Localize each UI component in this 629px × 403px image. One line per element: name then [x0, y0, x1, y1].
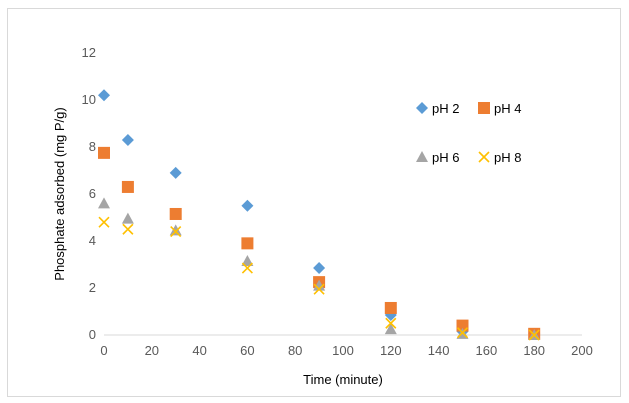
data-point-ph-4 — [98, 146, 110, 159]
y-tick-label: 0 — [89, 327, 96, 342]
data-point-ph-2 — [169, 166, 182, 179]
x-tick-label: 80 — [288, 343, 302, 358]
y-tick-label: 6 — [89, 186, 96, 201]
data-points — [98, 89, 541, 341]
y-tick-label: 10 — [82, 92, 96, 107]
y-axis-title: Phosphate adsorbed (mg P/g) — [52, 107, 67, 280]
data-point-ph-2 — [241, 199, 254, 212]
legend-label-ph-2: pH 2 — [432, 101, 459, 116]
data-point-ph-8 — [456, 327, 469, 339]
legend-marker-ph-8 — [478, 151, 490, 163]
data-point-ph-4 — [241, 237, 254, 250]
x-tick-label: 120 — [380, 343, 402, 358]
legend-item-ph-4: pH 4 — [478, 101, 521, 116]
scatter-plot: 0 20 40 60 80 100 120 140 160 180 200 0 2 4 6 8 10 12 pH … — [52, 45, 593, 387]
data-point-ph-8 — [385, 317, 397, 329]
legend-label-ph-6: pH 6 — [432, 150, 459, 165]
data-point-ph-6 — [121, 212, 134, 224]
y-tick-label: 12 — [82, 45, 96, 60]
series-ph-8 — [98, 216, 540, 341]
tick-labels: 0 20 40 60 80 100 120 140 160 180 200 0 2 4 6 8 10 12 — [82, 45, 593, 358]
data-point-ph-4 — [384, 301, 397, 314]
chart-area: 0 20 40 60 80 100 120 140 160 180 200 0 2 4 6 8 10 12 pH … — [7, 8, 621, 397]
data-point-ph-8 — [170, 226, 182, 238]
data-point-ph-2 — [121, 133, 134, 146]
data-point-ph-4 — [169, 207, 182, 220]
legend-marker-ph-2 — [416, 102, 428, 114]
data-point-ph-8 — [313, 283, 325, 295]
series-ph-2 — [98, 89, 541, 340]
data-point-ph-4 — [121, 180, 134, 193]
x-tick-label: 0 — [100, 343, 107, 358]
data-point-ph-6 — [98, 197, 110, 209]
data-point-ph-6 — [384, 323, 397, 335]
legend-marker-ph-6 — [416, 151, 428, 162]
legend-marker-ph-4 — [478, 102, 490, 114]
legend-item-ph-2: pH 2 — [416, 101, 459, 116]
series-ph-4 — [98, 146, 541, 340]
x-axis-title: Time (minute) — [303, 372, 383, 387]
data-point-ph-8 — [122, 223, 134, 235]
data-point-ph-6 — [241, 254, 254, 266]
legend-label-ph-4: pH 4 — [494, 101, 521, 116]
legend-label-ph-8: pH 8 — [494, 150, 521, 165]
x-tick-label: 160 — [476, 343, 498, 358]
x-tick-label: 140 — [428, 343, 450, 358]
data-point-ph-6 — [169, 224, 182, 236]
y-tick-label: 2 — [89, 280, 96, 295]
y-tick-label: 8 — [89, 139, 96, 154]
data-point-ph-8 — [528, 329, 540, 341]
data-point-ph-8 — [241, 262, 253, 274]
x-tick-label: 200 — [571, 343, 593, 358]
data-point-ph-2 — [98, 89, 110, 102]
x-tick-label: 100 — [332, 343, 354, 358]
x-tick-label: 40 — [192, 343, 206, 358]
x-tick-label: 180 — [523, 343, 545, 358]
y-tick-label: 4 — [89, 233, 96, 248]
legend: pH 2 pH 4 pH 6 pH 8 — [416, 101, 521, 165]
legend-item-ph-6: pH 6 — [416, 150, 459, 165]
x-tick-label: 60 — [240, 343, 254, 358]
data-point-ph-6 — [313, 279, 326, 291]
data-point-ph-2 — [313, 262, 326, 275]
legend-item-ph-8: pH 8 — [478, 150, 521, 165]
data-point-ph-8 — [98, 216, 110, 228]
x-tick-label: 20 — [145, 343, 159, 358]
